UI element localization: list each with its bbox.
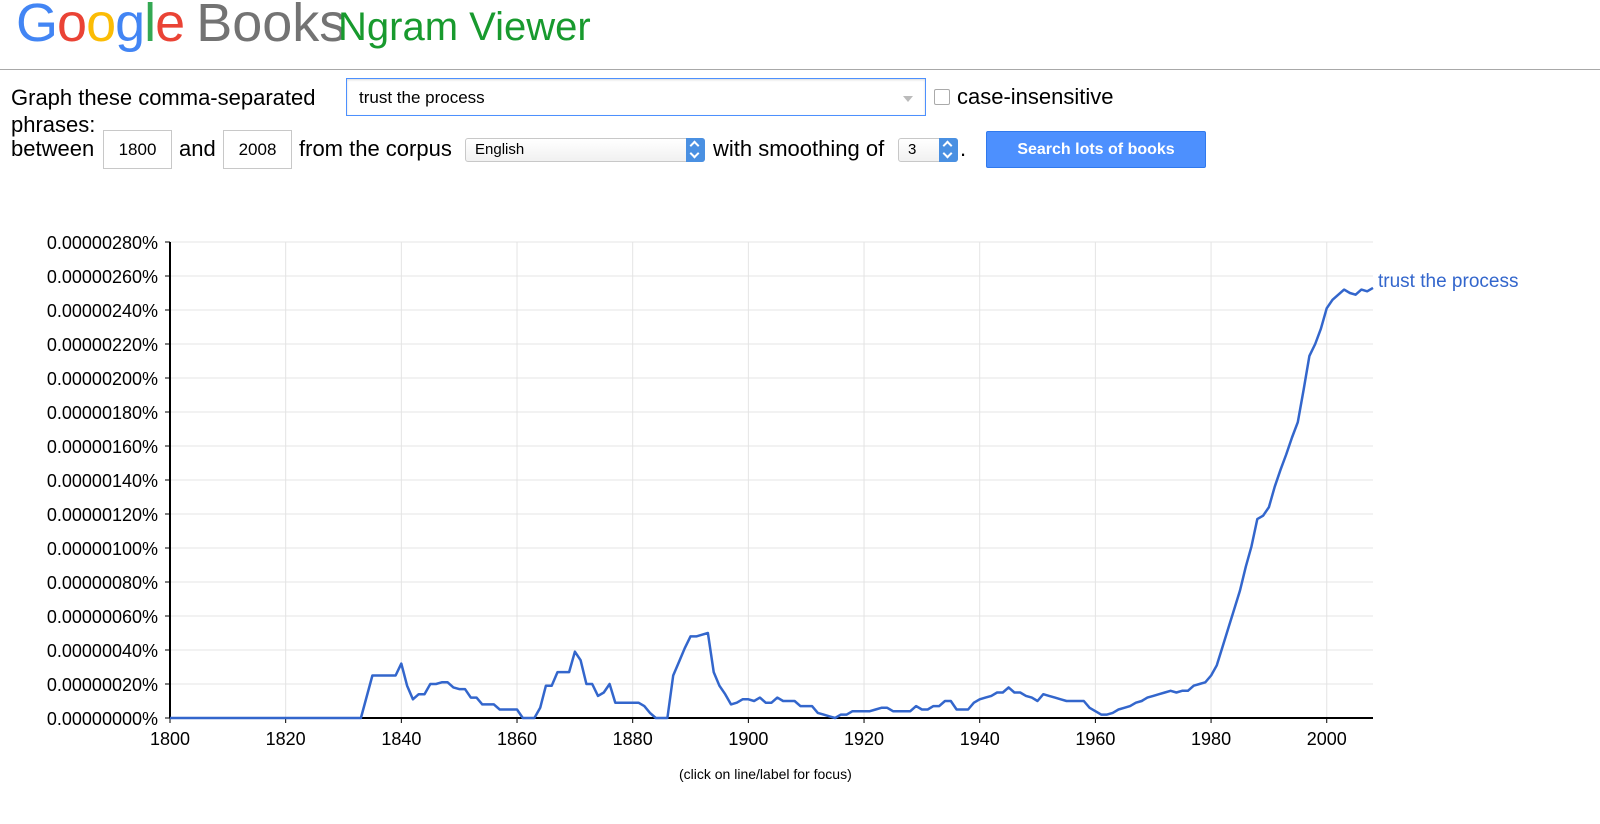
smoothing-select[interactable]: 3 (898, 138, 958, 162)
y-tick-label: 0.00000060% (47, 607, 158, 627)
start-year-input[interactable]: 1800 (103, 130, 172, 169)
phrases-label-line2: phrases: (11, 112, 96, 137)
corpus-label: from the corpus (299, 136, 452, 161)
x-tick-label: 1980 (1191, 729, 1231, 749)
phrases-dropdown-caret-icon[interactable] (903, 96, 913, 102)
y-tick-label: 0.00000120% (47, 505, 158, 525)
and-label: and (179, 136, 216, 161)
y-tick-label: 0.00000000% (47, 709, 158, 729)
y-tick-label: 0.00000020% (47, 675, 158, 695)
y-tick-label: 0.00000280% (47, 233, 158, 253)
google-books-logo[interactable]: Google Books (16, 0, 346, 54)
x-tick-label: 1860 (497, 729, 537, 749)
series-label-trust-the-process[interactable]: trust the process (1378, 271, 1518, 292)
smoothing-select-value: 3 (908, 141, 917, 158)
y-tick-label: 0.00000040% (47, 641, 158, 661)
y-tick-label: 0.00000220% (47, 335, 158, 355)
smoothing-period: . (960, 136, 967, 161)
case-insensitive-checkbox[interactable] (934, 89, 950, 105)
y-tick-label: 0.00000180% (47, 403, 158, 423)
case-insensitive-label[interactable]: case-insensitive (957, 84, 1114, 109)
x-tick-label: 1920 (844, 729, 884, 749)
search-button[interactable]: Search lots of books (986, 131, 1206, 168)
y-tick-label: 0.00000100% (47, 539, 158, 559)
y-tick-label: 0.00000200% (47, 369, 158, 389)
x-tick-label: 1960 (1075, 729, 1115, 749)
smoothing-label: with smoothing of (713, 136, 885, 161)
product-title: Ngram Viewer (338, 5, 591, 49)
phrases-input-value: trust the process (359, 88, 485, 107)
x-tick-label: 1820 (266, 729, 306, 749)
y-tick-label: 0.00000140% (47, 471, 158, 491)
x-tick-label: 1900 (728, 729, 768, 749)
x-tick-label: 1800 (150, 729, 190, 749)
between-label: between (11, 136, 95, 161)
y-tick-label: 0.00000080% (47, 573, 158, 593)
y-tick-label: 0.00000160% (47, 437, 158, 457)
logo-google: Google (16, 0, 185, 53)
end-year-input[interactable]: 2008 (223, 130, 292, 169)
phrases-input[interactable]: trust the process (346, 78, 926, 116)
corpus-select-arrows-icon (686, 138, 705, 162)
x-tick-label: 1940 (960, 729, 1000, 749)
logo-books: Books (196, 0, 347, 53)
y-tick-label: 0.00000240% (47, 301, 158, 321)
series-line-trust-the-process[interactable] (170, 286, 1374, 720)
header: Google Books Ngram Viewer (0, 0, 1600, 70)
x-tick-label: 2000 (1307, 729, 1347, 749)
smoothing-select-arrows-icon (939, 138, 958, 162)
chart-caption: (click on line/label for focus) (679, 766, 852, 782)
corpus-select-value: English (475, 141, 525, 158)
y-tick-label: 0.00000260% (47, 267, 158, 287)
phrases-label-line1: Graph these comma-separated (11, 85, 316, 110)
x-tick-label: 1880 (613, 729, 653, 749)
x-tick-label: 1840 (381, 729, 421, 749)
corpus-select[interactable]: English (465, 138, 705, 162)
